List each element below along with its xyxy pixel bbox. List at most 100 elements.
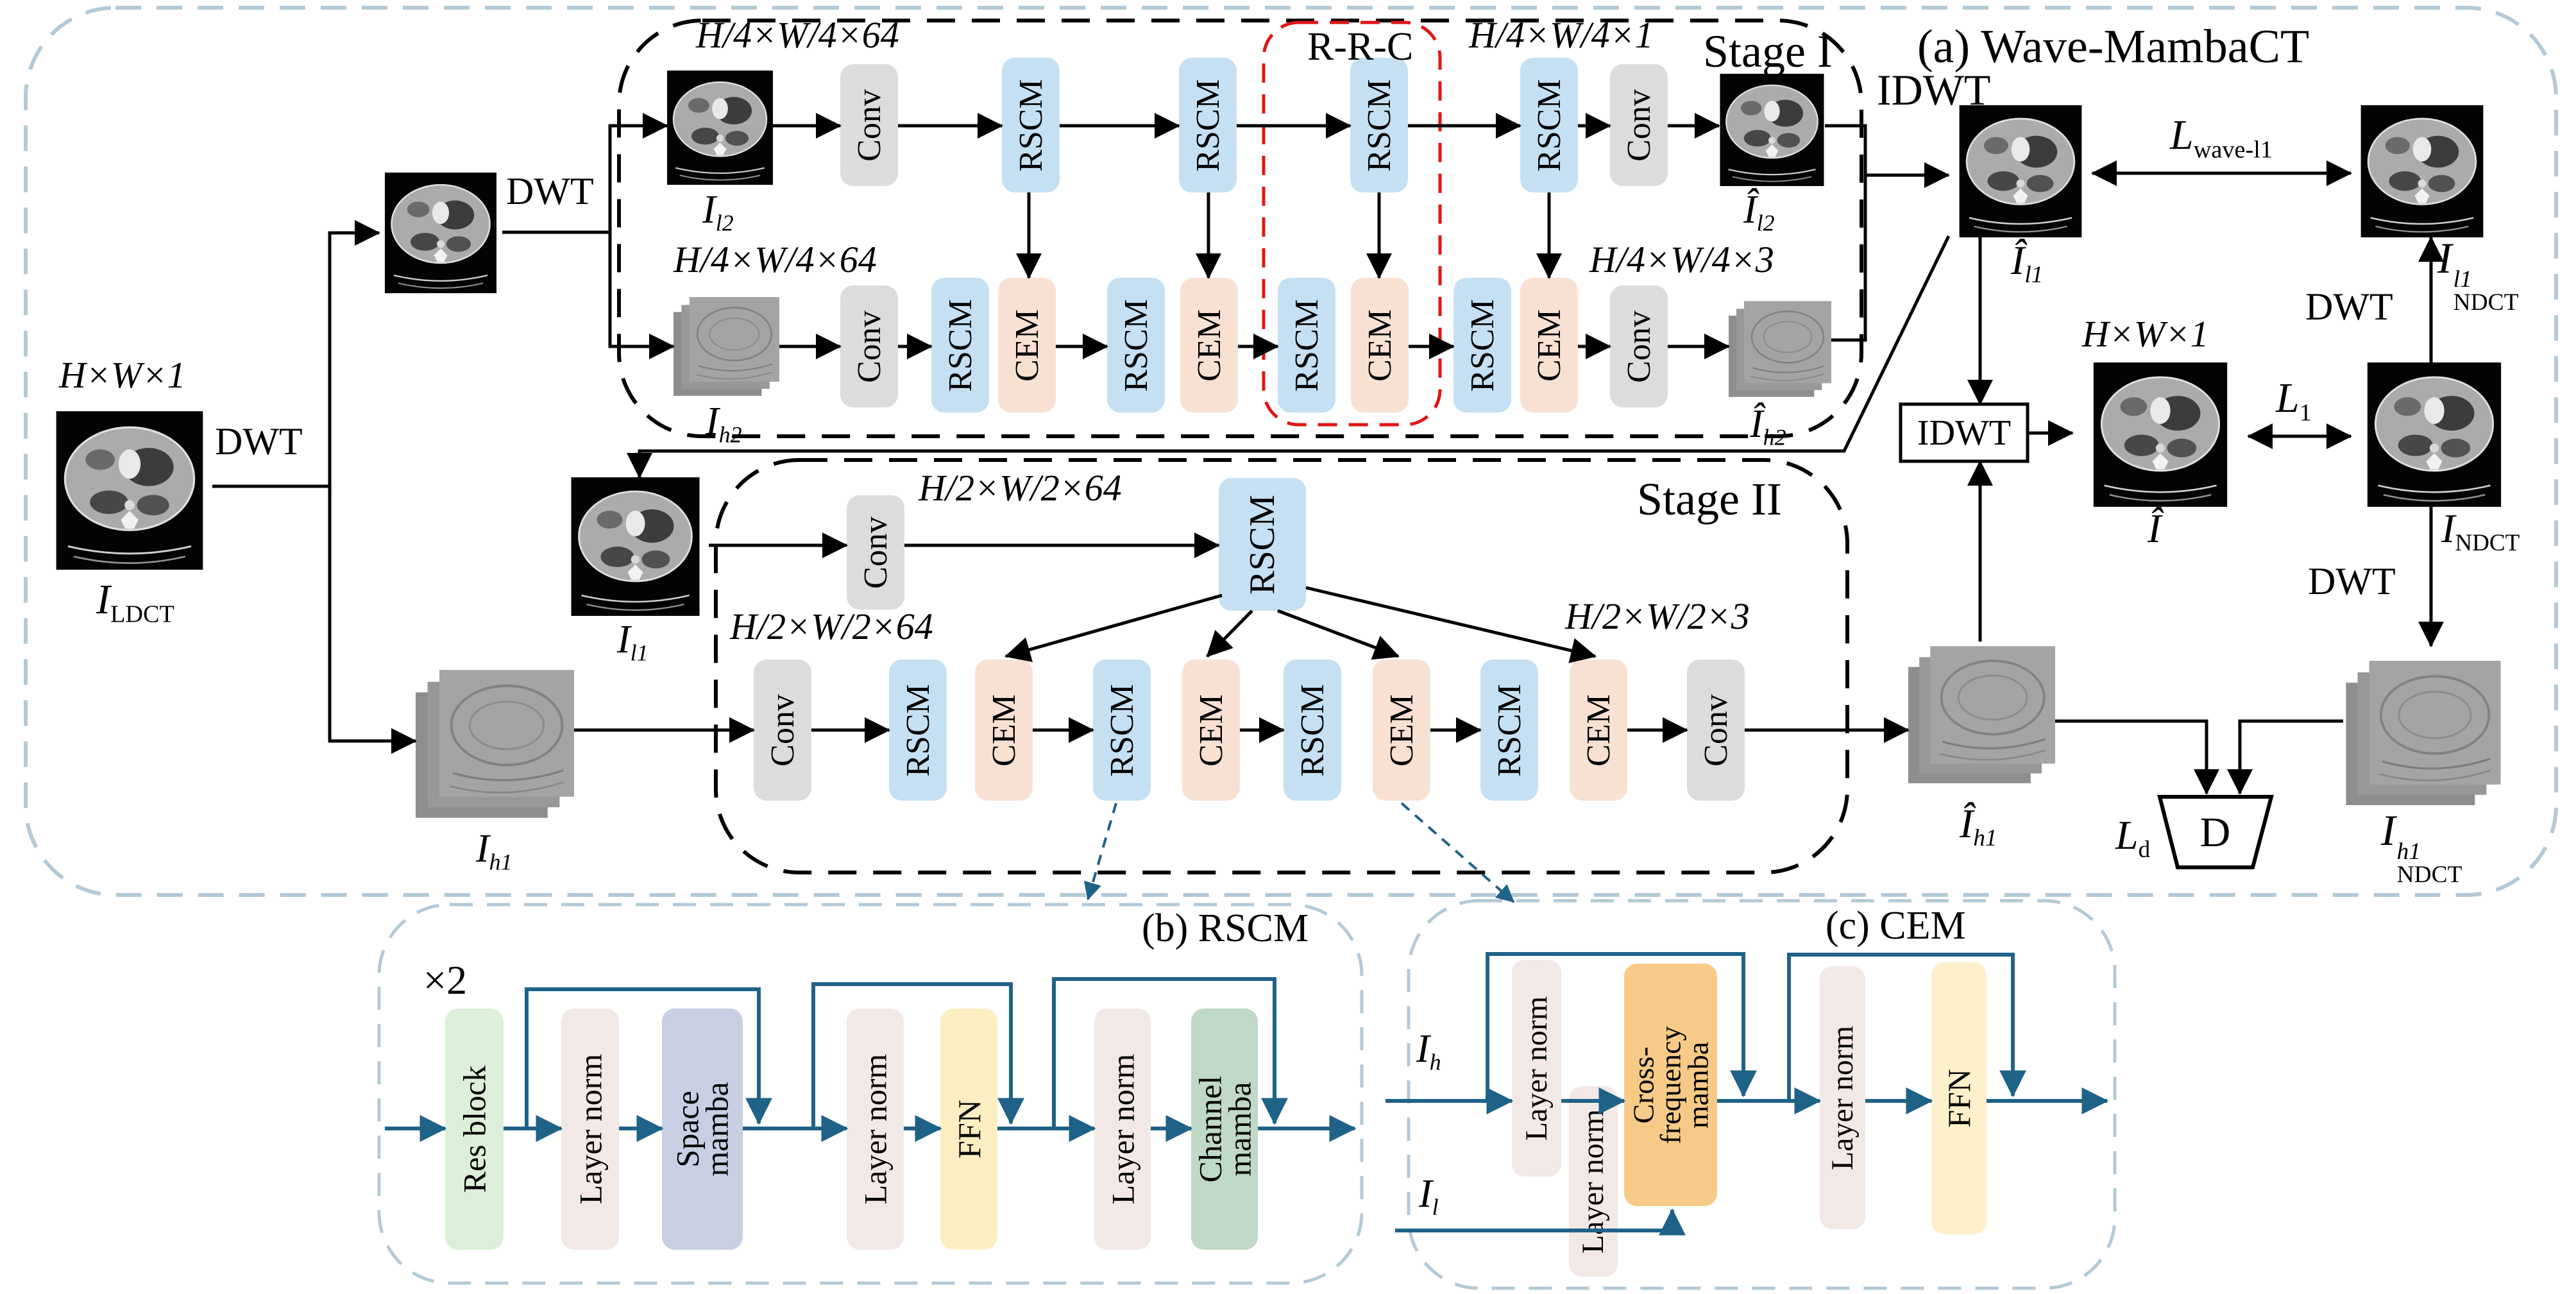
label-i-l: Il xyxy=(1419,1172,1439,1220)
image-i-ndct-l1 xyxy=(2360,105,2484,237)
loss-arrows xyxy=(2055,160,2444,796)
idwt-merge-arrows xyxy=(627,124,2074,642)
stack-i-ndct-h1 xyxy=(2346,661,2500,805)
label-i-hat-h1: Îh1 xyxy=(1960,801,1997,851)
stage2-bot-rscm-4: RSCM xyxy=(1480,660,1538,801)
label-idwt-top: IDWT xyxy=(1877,65,1991,114)
dim-h4-1: H/4×W/4×1 xyxy=(1469,14,1654,56)
stack-i-hat-h1 xyxy=(1908,646,2055,783)
stage1-bot-cem-1: CEM xyxy=(998,278,1056,413)
image-i-hat xyxy=(2092,362,2229,507)
dim-h4-64-bottom: H/4×W/4×64 xyxy=(674,239,877,280)
stage1-top-conv-in: Conv xyxy=(840,64,898,186)
panel-b-title: (b) RSCM xyxy=(1142,907,1309,950)
stage1-bot-cem-3: CEM xyxy=(1351,278,1409,413)
stage1-bot-rscm-3: RSCM xyxy=(1278,278,1335,413)
label-times2: ×2 xyxy=(423,957,468,1003)
stack-i-hat-h2 xyxy=(1729,300,1831,398)
stack-i-h2 xyxy=(674,296,779,397)
stage1-bot-rscm-4: RSCM xyxy=(1453,278,1511,413)
stage1-top-rscm-1: RSCM xyxy=(1002,58,1060,192)
stage2-bot-cem-1: CEM xyxy=(975,660,1033,801)
label-i-h1: Ih1 xyxy=(476,827,513,875)
panel-c-title: (c) CEM xyxy=(1826,904,1966,948)
cem-ffn: FFN xyxy=(1931,962,1987,1234)
stack-i-h1 xyxy=(416,670,574,818)
stage2-bot-cem-2: CEM xyxy=(1182,660,1240,801)
image-i-l1-stage2 xyxy=(570,477,701,616)
stage2-bot-rscm-1: RSCM xyxy=(889,660,947,801)
rscm-detail-arrows xyxy=(385,977,1357,1142)
label-dwt-right-bottom: DWT xyxy=(2308,560,2396,602)
label-loss-d: Ld xyxy=(2115,812,2151,863)
stage2-bot-rscm-3: RSCM xyxy=(1284,660,1341,801)
label-i-h: Ih xyxy=(1416,1027,1441,1075)
cem-detail-arrows xyxy=(1385,952,2109,1236)
idwt-box-text: IDWT xyxy=(1917,413,2012,453)
rscm-res-block: Res block xyxy=(445,1009,504,1250)
label-i-l1: Il1 xyxy=(617,618,648,666)
label-dwt-left: DWT xyxy=(215,420,303,463)
dwt-tree-arrows xyxy=(212,113,675,754)
label-i-hat-l1: Îl1 xyxy=(2011,237,2044,288)
ct-images xyxy=(55,69,2502,818)
label-dwt-right-top: DWT xyxy=(2305,285,2393,328)
cem-layer-norm-h: Layer norm xyxy=(1512,960,1561,1177)
stage2-border xyxy=(714,458,1849,874)
image-i-ndct xyxy=(2366,362,2502,507)
dim-h4-64-top: H/4×W/4×64 xyxy=(696,14,899,56)
panel-b-border xyxy=(377,903,1364,1285)
image-l1-intermediate xyxy=(384,173,498,293)
discriminator-shape xyxy=(2157,795,2274,869)
dim-h2-64-top: H/2×W/2×64 xyxy=(919,467,1122,509)
label-i-h2: Ih2 xyxy=(706,400,742,448)
stage2-bot-rscm-2: RSCM xyxy=(1093,660,1151,801)
cem-layer-norm-out: Layer norm xyxy=(1820,966,1865,1229)
label-rrc: R-R-C xyxy=(1307,25,1414,69)
label-i-hat-l2: Îl2 xyxy=(1743,188,1775,236)
rscm-channel-mamba: Channel mamba xyxy=(1191,1009,1258,1250)
stage1-bot-cem-2: CEM xyxy=(1180,278,1238,413)
stage1-top-rscm-4: RSCM xyxy=(1520,58,1578,192)
stage1-bot-conv-out: Conv xyxy=(1610,285,1668,407)
image-i-l2 xyxy=(667,69,773,186)
rscm-layer-norm-2: Layer norm xyxy=(847,1009,904,1250)
label-i-l2: Il2 xyxy=(702,188,734,236)
stage2-top-conv: Conv xyxy=(847,495,904,609)
stage1-bot-cem-4: CEM xyxy=(1520,278,1578,413)
label-i-ldct: ILDCT xyxy=(96,576,174,628)
cem-cross-frequency-mamba: Cross- frequency mamba xyxy=(1624,964,1717,1206)
image-i-hat-l2 xyxy=(1719,74,1825,186)
stage2-bot-conv-in: Conv xyxy=(754,660,811,801)
idwt-box xyxy=(1899,402,2029,463)
stage1-bot-rscm-1: RSCM xyxy=(931,278,989,413)
stage2-bot-cem-3: CEM xyxy=(1373,660,1430,801)
stage1-arrows xyxy=(773,113,1731,359)
stage2-arrows xyxy=(574,532,1910,743)
label-loss-l1: L1 xyxy=(2276,375,2312,427)
detail-callout-arrows xyxy=(1083,802,1515,903)
stage1-top-rscm-2: RSCM xyxy=(1179,58,1237,192)
dim-h2-3: H/2×W/2×3 xyxy=(1565,595,1750,637)
image-i-ldct xyxy=(55,411,205,570)
stage1-border xyxy=(617,19,1863,438)
dim-hw1-left: H×W×1 xyxy=(59,354,186,396)
rscm-layer-norm-1: Layer norm xyxy=(561,1009,619,1250)
label-stage2: Stage II xyxy=(1637,473,1782,525)
stage1-top-conv-out: Conv xyxy=(1610,64,1668,186)
panel-c-border xyxy=(1407,899,2117,1290)
dim-h2-64-mid: H/2×W/2×64 xyxy=(730,606,933,647)
rrc-red-box xyxy=(1262,21,1442,427)
label-i-hat-h2: Îh2 xyxy=(1750,402,1786,450)
label-loss-wave-l1: Lwave-l1 xyxy=(2170,112,2273,164)
panel-a-border xyxy=(24,6,2558,897)
dim-hw1-right: H×W×1 xyxy=(2082,313,2209,355)
stage1-bot-conv-in: Conv xyxy=(840,285,898,407)
rscm-ffn: FFN xyxy=(940,1009,997,1250)
stage1-top-rscm-3: RSCM xyxy=(1350,58,1408,192)
label-i-ndct: INDCT xyxy=(2441,506,2520,556)
